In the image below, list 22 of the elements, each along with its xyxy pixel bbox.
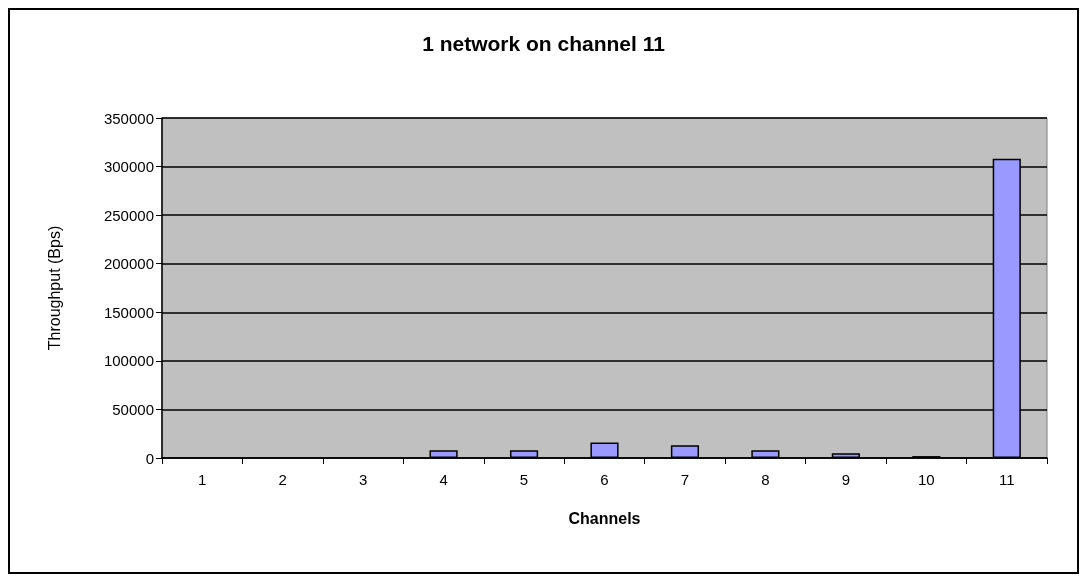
y-tick-label: 150000	[103, 303, 154, 321]
x-tick-label: 11	[998, 471, 1015, 488]
x-tick-label: 1	[198, 471, 207, 488]
x-tick-label: 2	[278, 471, 287, 488]
y-axis-title: Throughput (Bps)	[45, 225, 63, 351]
x-tick-label: 5	[519, 471, 529, 488]
x-tick-label: 6	[600, 471, 609, 488]
x-tick-label: 7	[680, 471, 690, 488]
x-axis-title: Channels	[568, 509, 641, 527]
y-tick-label: 350000	[103, 109, 154, 127]
chart-title: 1 network on channel 11	[422, 32, 666, 55]
x-tick-label: 10	[917, 471, 935, 488]
y-tick-label: 200000	[103, 255, 154, 273]
x-tick-label: 3	[358, 471, 368, 488]
y-tick-label: 0	[145, 449, 154, 467]
x-tick-label: 4	[439, 471, 448, 488]
x-tick-label: 9	[841, 471, 851, 488]
y-tick-label: 300000	[103, 158, 154, 176]
y-tick-label: 50000	[112, 400, 154, 418]
x-tick-label: 8	[761, 471, 770, 488]
y-tick-label: 250000	[103, 206, 154, 224]
y-tick-label: 100000	[103, 352, 154, 370]
